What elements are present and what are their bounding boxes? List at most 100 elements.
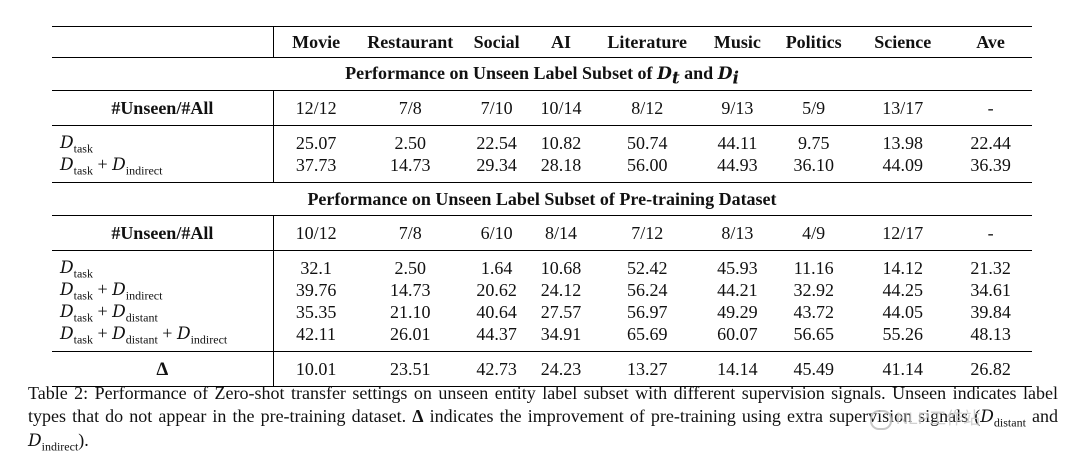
value-cell: 32.92 xyxy=(793,279,834,300)
value-cell: 13.27 xyxy=(590,351,704,387)
value-cell: 44.93 xyxy=(717,154,758,175)
value-cell: 37.73 xyxy=(295,154,337,175)
delta-label: Δ xyxy=(52,351,274,387)
symbol-d: D xyxy=(60,280,74,300)
column-header: Literature xyxy=(590,26,704,58)
table-row: Dtask + Dindirect 37.73 14.73 29.34 28.18 56.… xyxy=(52,154,1032,183)
column-header: Science xyxy=(856,26,950,58)
row-label: Dtask + Dindirect xyxy=(52,279,274,303)
value-cell: 24.23 xyxy=(531,351,591,387)
column-header: Social xyxy=(462,26,532,58)
value-cell: 56.24 xyxy=(626,279,668,300)
value-cell: 56.00 xyxy=(626,154,668,175)
caption-sub-indirect: indirect xyxy=(41,439,79,454)
value-cell: 14.73 xyxy=(390,154,431,175)
value-cell: 55.26 xyxy=(882,323,923,344)
value-cell: 14.12 xyxy=(856,250,950,279)
value-cell: 45.93 xyxy=(703,250,772,279)
value-cell: 44.09 xyxy=(882,154,923,175)
value-cell: 44.21 xyxy=(717,279,758,300)
value-cell: 36.10 xyxy=(793,154,834,175)
value-cell: - xyxy=(949,215,1032,251)
unseen-row: #Unseen/#All 10/12 7/8 6/10 8/14 7/12 8/13 4/9 1… xyxy=(52,215,1032,251)
caption-symbol-d-distant: D xyxy=(980,407,994,427)
value-cell: 28.18 xyxy=(540,154,582,175)
value-cell: 8/12 xyxy=(590,90,704,126)
symbol-d: D xyxy=(60,133,74,153)
value-cell: 41.14 xyxy=(856,351,950,387)
table-row: Dtask + Dindirect 39.76 14.73 20.62 24.12 56.… xyxy=(52,279,1032,303)
symbol-d: D xyxy=(60,155,74,175)
value-cell: 42.73 xyxy=(462,351,532,387)
value-cell: 56.97 xyxy=(626,301,668,322)
value-cell: 14.14 xyxy=(703,351,772,387)
results-table: Movie Restaurant Social AI Literature Music Po… xyxy=(52,26,1032,387)
value-cell: 25.07 xyxy=(273,125,359,154)
value-cell: 56.65 xyxy=(793,323,834,344)
section-title-part: D xyxy=(657,64,672,84)
value-cell: 50.74 xyxy=(590,125,704,154)
value-cell: 44.05 xyxy=(882,301,923,322)
value-cell: 10.82 xyxy=(531,125,591,154)
value-cell: 65.69 xyxy=(626,323,668,344)
symbol-d: D xyxy=(60,302,74,322)
delta-row: Δ 10.01 23.51 42.73 24.23 13.27 14.14 45.49 41.1… xyxy=(52,351,1032,387)
row-label: Dtask + Ddistant xyxy=(52,301,274,324)
symbol-subscript: distant xyxy=(125,332,158,347)
value-cell: 26.01 xyxy=(390,323,431,344)
value-cell: 44.11 xyxy=(703,125,772,154)
value-cell: 10/12 xyxy=(273,215,359,251)
column-header: Music xyxy=(703,26,772,58)
value-cell: 1.64 xyxy=(462,250,532,279)
value-cell: 21.10 xyxy=(390,301,431,322)
value-cell: 45.49 xyxy=(771,351,857,387)
value-cell: 34.61 xyxy=(970,279,1011,300)
value-cell: 14.73 xyxy=(390,279,431,300)
value-cell: 4/9 xyxy=(771,215,857,251)
value-cell: 10.68 xyxy=(531,250,591,279)
symbol-d: D xyxy=(112,155,126,175)
value-cell: 52.42 xyxy=(590,250,704,279)
section-1-title: Performance on Unseen Label Subset of Dt… xyxy=(52,57,1032,91)
value-cell: 60.07 xyxy=(717,323,758,344)
value-cell: 48.13 xyxy=(970,323,1011,344)
section-title-row: Performance on Unseen Label Subset of Dt… xyxy=(52,57,1032,91)
value-cell: 36.39 xyxy=(970,154,1011,175)
value-cell: 42.11 xyxy=(296,323,336,344)
caption-sub-distant: distant xyxy=(993,415,1026,430)
plus-sign: + xyxy=(92,279,113,299)
caption-text-2: indicates the improvement of pre-trainin… xyxy=(423,406,981,426)
value-cell: 21.32 xyxy=(949,250,1032,279)
unseen-label: #Unseen/#All xyxy=(52,215,274,251)
value-cell: 23.51 xyxy=(358,351,462,387)
section-title-part: i xyxy=(732,68,739,89)
value-cell: 49.29 xyxy=(717,301,758,322)
value-cell: 10/14 xyxy=(531,90,591,126)
symbol-subscript: task xyxy=(73,288,93,303)
caption-text-1: Table 2: Performance of Zero-shot transf… xyxy=(28,383,1058,426)
section-title-part: and xyxy=(679,63,718,83)
value-cell: 13/17 xyxy=(856,90,950,126)
caption-text-and: and xyxy=(1025,406,1058,426)
header-row: Movie Restaurant Social AI Literature Music Po… xyxy=(52,26,1032,58)
value-cell: 26.82 xyxy=(949,351,1032,387)
value-cell: 2.50 xyxy=(358,250,462,279)
symbol-subscript: indirect xyxy=(125,163,163,178)
section-title-part: D xyxy=(717,64,733,84)
value-cell: 7/8 xyxy=(358,215,462,251)
value-cell: 9/13 xyxy=(703,90,772,126)
value-cell: 22.44 xyxy=(949,125,1032,154)
caption-text-end: ). xyxy=(78,430,89,450)
value-cell: 44.37 xyxy=(476,323,517,344)
value-cell: 32.1 xyxy=(273,250,359,279)
value-cell: 7/10 xyxy=(462,90,532,126)
symbol-subscript: indirect xyxy=(125,288,163,303)
symbol-d: D xyxy=(112,280,126,300)
column-header: Ave xyxy=(949,26,1032,58)
symbol-subscript: task xyxy=(73,163,93,178)
value-cell: 9.75 xyxy=(771,125,857,154)
value-cell: 8/14 xyxy=(531,215,591,251)
column-header: Restaurant xyxy=(358,26,462,58)
column-header: Politics xyxy=(771,26,857,58)
